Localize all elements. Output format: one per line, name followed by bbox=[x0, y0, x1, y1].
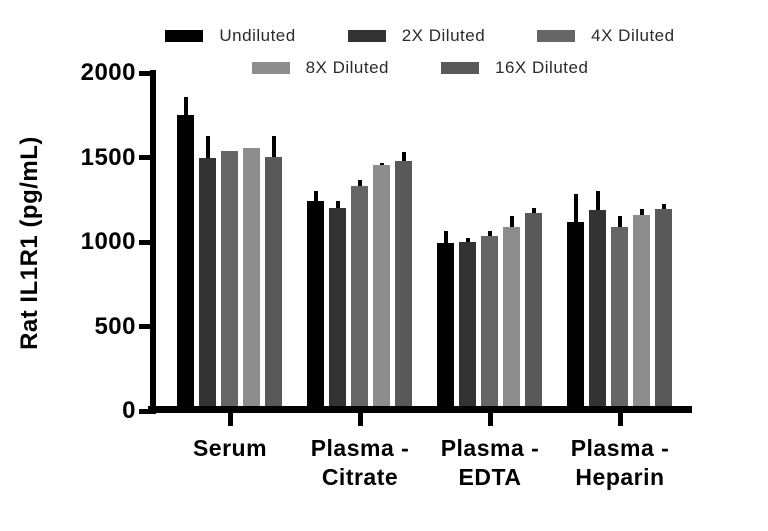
error-bar bbox=[335, 200, 340, 212]
error-bar bbox=[357, 179, 362, 190]
legend-item-undiluted: Undiluted bbox=[165, 26, 295, 46]
x-tick-mark bbox=[488, 413, 493, 426]
y-tick-label: 1000 bbox=[80, 228, 136, 255]
legend-swatch-icon bbox=[251, 62, 290, 74]
bar-16x-diluted bbox=[265, 156, 282, 413]
error-bar bbox=[639, 209, 644, 218]
legend-label: 4X Diluted bbox=[591, 26, 675, 45]
legend-item-2x-diluted: 2X Diluted bbox=[347, 26, 486, 46]
x-tick-mark bbox=[358, 413, 363, 426]
y-tick-mark bbox=[139, 408, 150, 414]
x-tick-mark bbox=[618, 413, 623, 426]
bar-4x-diluted bbox=[221, 150, 238, 413]
error-bar bbox=[531, 208, 536, 217]
x-category-label: Plasma - EDTA bbox=[440, 435, 540, 490]
x-category-label: Serum bbox=[192, 435, 268, 461]
bar-16x-diluted bbox=[395, 160, 412, 413]
bar-8x-diluted bbox=[503, 226, 520, 413]
legend-swatch-icon bbox=[347, 30, 386, 42]
error-bar bbox=[595, 190, 600, 213]
error-bar bbox=[661, 204, 666, 213]
legend-label: Undiluted bbox=[219, 26, 296, 45]
legend-label: 2X Diluted bbox=[401, 26, 486, 45]
x-tick-mark bbox=[228, 413, 233, 426]
error-bar bbox=[183, 96, 188, 119]
y-tick-mark bbox=[139, 324, 150, 329]
legend-label: 16X Diluted bbox=[495, 58, 589, 77]
error-bar bbox=[573, 193, 578, 225]
legend-swatch-icon bbox=[537, 30, 576, 42]
error-bar bbox=[465, 237, 470, 245]
error-bar bbox=[509, 215, 514, 230]
legend-item-4x-diluted: 4X Diluted bbox=[537, 26, 674, 46]
y-tick-mark bbox=[139, 155, 150, 160]
bar-16x-diluted bbox=[525, 213, 542, 413]
error-bar bbox=[205, 135, 210, 162]
legend-swatch-icon bbox=[165, 30, 204, 42]
y-tick-label: 0 bbox=[122, 397, 136, 424]
error-bar bbox=[487, 231, 492, 240]
bar-8x-diluted bbox=[243, 148, 260, 413]
legend-item-16x-diluted: 16X Diluted bbox=[441, 58, 588, 78]
bar-2x-diluted bbox=[329, 208, 346, 413]
bar-2x-diluted bbox=[459, 242, 476, 413]
legend-row: Undiluted 2X Diluted 4X Diluted bbox=[70, 26, 768, 46]
bar-16x-diluted bbox=[655, 209, 672, 413]
bar-2x-diluted bbox=[589, 209, 606, 413]
bar-4x-diluted bbox=[611, 226, 628, 413]
y-axis-title: Rat IL1R1 (pg/mL) bbox=[16, 136, 43, 350]
legend-label: 8X Diluted bbox=[305, 58, 390, 77]
bar-undiluted bbox=[177, 115, 194, 414]
bar-8x-diluted bbox=[633, 215, 650, 413]
x-category-label: Plasma - Citrate bbox=[310, 435, 410, 490]
bar-4x-diluted bbox=[481, 236, 498, 413]
legend-swatch-icon bbox=[441, 62, 480, 74]
bar-undiluted bbox=[307, 201, 324, 413]
bar-4x-diluted bbox=[351, 186, 368, 413]
y-tick-label: 2000 bbox=[80, 59, 136, 86]
bar-undiluted bbox=[567, 221, 584, 413]
legend-item-8x-diluted: 8X Diluted bbox=[251, 58, 390, 78]
legend-row: 8X Diluted 16X Diluted bbox=[70, 58, 768, 78]
error-bar bbox=[313, 190, 318, 205]
y-tick-label: 500 bbox=[94, 312, 136, 340]
y-axis-line bbox=[150, 70, 156, 414]
x-axis-line bbox=[148, 406, 692, 413]
y-tick-mark bbox=[139, 70, 150, 76]
error-bar bbox=[271, 136, 276, 160]
bar-2x-diluted bbox=[199, 158, 216, 413]
error-bar bbox=[401, 151, 406, 164]
y-tick-label: 1500 bbox=[80, 143, 136, 171]
chart-legend: Undiluted 2X Diluted 4X Diluted 8X Diluted 1… bbox=[70, 26, 768, 90]
x-category-label: Plasma - Heparin bbox=[570, 435, 670, 490]
error-bar bbox=[617, 215, 622, 230]
bar-undiluted bbox=[437, 242, 454, 413]
bar-8x-diluted bbox=[373, 165, 390, 413]
error-bar bbox=[443, 231, 448, 246]
y-tick-mark bbox=[139, 239, 150, 245]
